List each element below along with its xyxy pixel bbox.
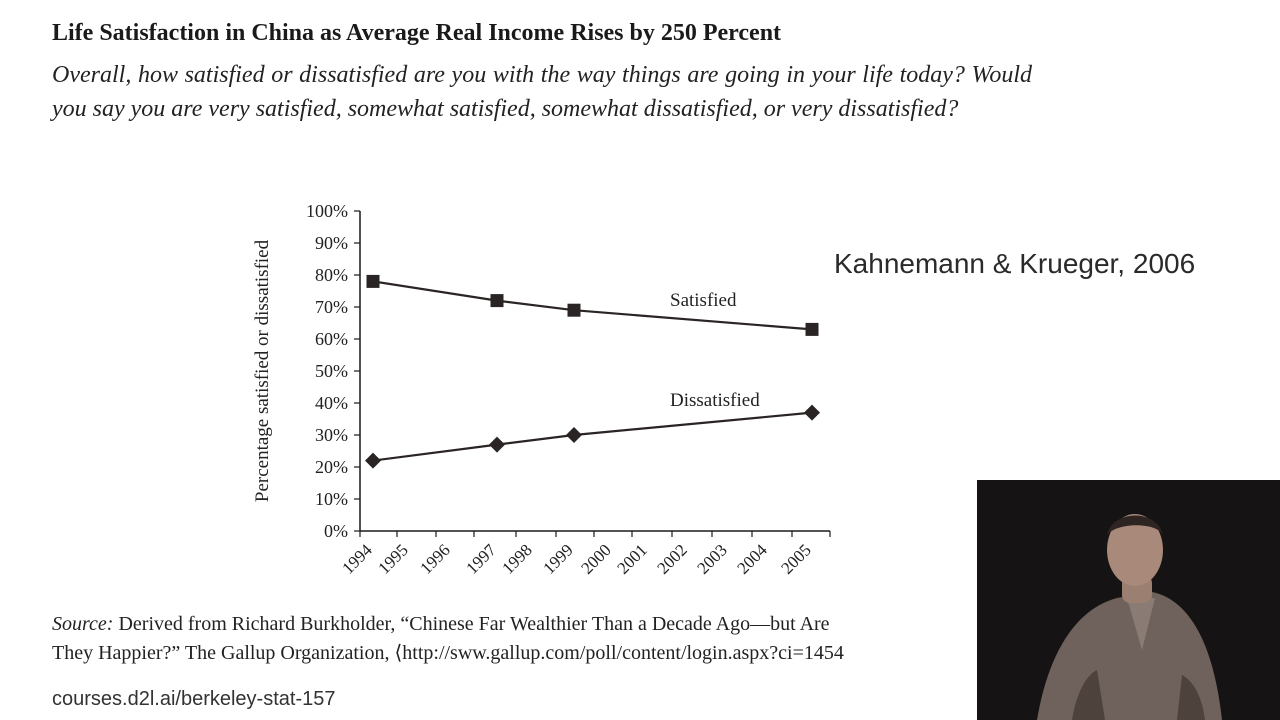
y-tick-label: 60% xyxy=(315,329,348,349)
series-label-satisfied: Satisfied xyxy=(670,290,737,311)
citation-label: Kahnemann & Krueger, 2006 xyxy=(834,248,1196,279)
data-point-dissatisfied xyxy=(566,427,582,443)
source-lead: Source: xyxy=(52,613,114,635)
x-tick-label: 2005 xyxy=(777,540,814,577)
data-point-satisfied xyxy=(366,274,380,288)
series-line-dissatisfied xyxy=(372,411,813,462)
x-tick-label: 2003 xyxy=(693,540,730,577)
data-point-satisfied xyxy=(490,294,504,308)
slide-title: Life Satisfaction in China as Average Re… xyxy=(52,20,782,46)
y-tick-label: 0% xyxy=(324,521,348,541)
y-tick-label: 70% xyxy=(315,297,348,317)
x-tick-label: 2002 xyxy=(653,540,690,577)
y-tick-label: 90% xyxy=(315,233,348,253)
y-tick-label: 20% xyxy=(315,457,348,477)
presenter-silhouette xyxy=(977,480,1280,720)
y-tick-label: 10% xyxy=(315,489,348,509)
source-note: Source: Derived from Richard Burkholder,… xyxy=(52,610,1032,668)
webcam-overlay xyxy=(977,480,1280,720)
x-tick-label: 1996 xyxy=(416,540,453,577)
source-line-1: Source: Derived from Richard Burkholder,… xyxy=(52,610,1032,639)
x-tick-label: 1997 xyxy=(462,540,500,578)
y-tick-label: 80% xyxy=(315,265,348,285)
source-line-2: They Happier?” The Gallup Organization, … xyxy=(52,642,844,664)
data-point-dissatisfied xyxy=(804,404,820,421)
source-text-1: Derived from Richard Burkholder, “Chines… xyxy=(113,613,830,635)
data-point-satisfied xyxy=(567,303,581,317)
x-tick-label: 2000 xyxy=(577,540,614,577)
survey-question: Overall, how satisfied or dissatisfied a… xyxy=(52,62,1032,122)
series-label-dissatisfied: Dissatisfied xyxy=(670,390,760,411)
data-point-dissatisfied xyxy=(365,452,381,469)
y-tick-label: 40% xyxy=(315,393,348,413)
y-tick-label: 30% xyxy=(315,425,348,445)
course-url: courses.d2l.ai/berkeley-stat-157 xyxy=(52,688,336,710)
data-point-satisfied xyxy=(805,322,819,336)
y-tick-label: 50% xyxy=(315,361,348,381)
x-tick-label: 2004 xyxy=(733,540,771,578)
x-tick-label: 1994 xyxy=(338,540,376,578)
y-axis-label: Percentage satisfied or dissatisfied xyxy=(252,239,273,502)
x-tick-label: 2001 xyxy=(613,540,650,577)
x-tick-label: 1999 xyxy=(539,540,576,577)
series-line-satisfied xyxy=(372,280,813,331)
x-tick-label: 1998 xyxy=(498,540,535,577)
y-tick-label: 100% xyxy=(306,201,348,221)
data-point-dissatisfied xyxy=(489,436,505,453)
x-tick-label: 1995 xyxy=(374,540,411,577)
